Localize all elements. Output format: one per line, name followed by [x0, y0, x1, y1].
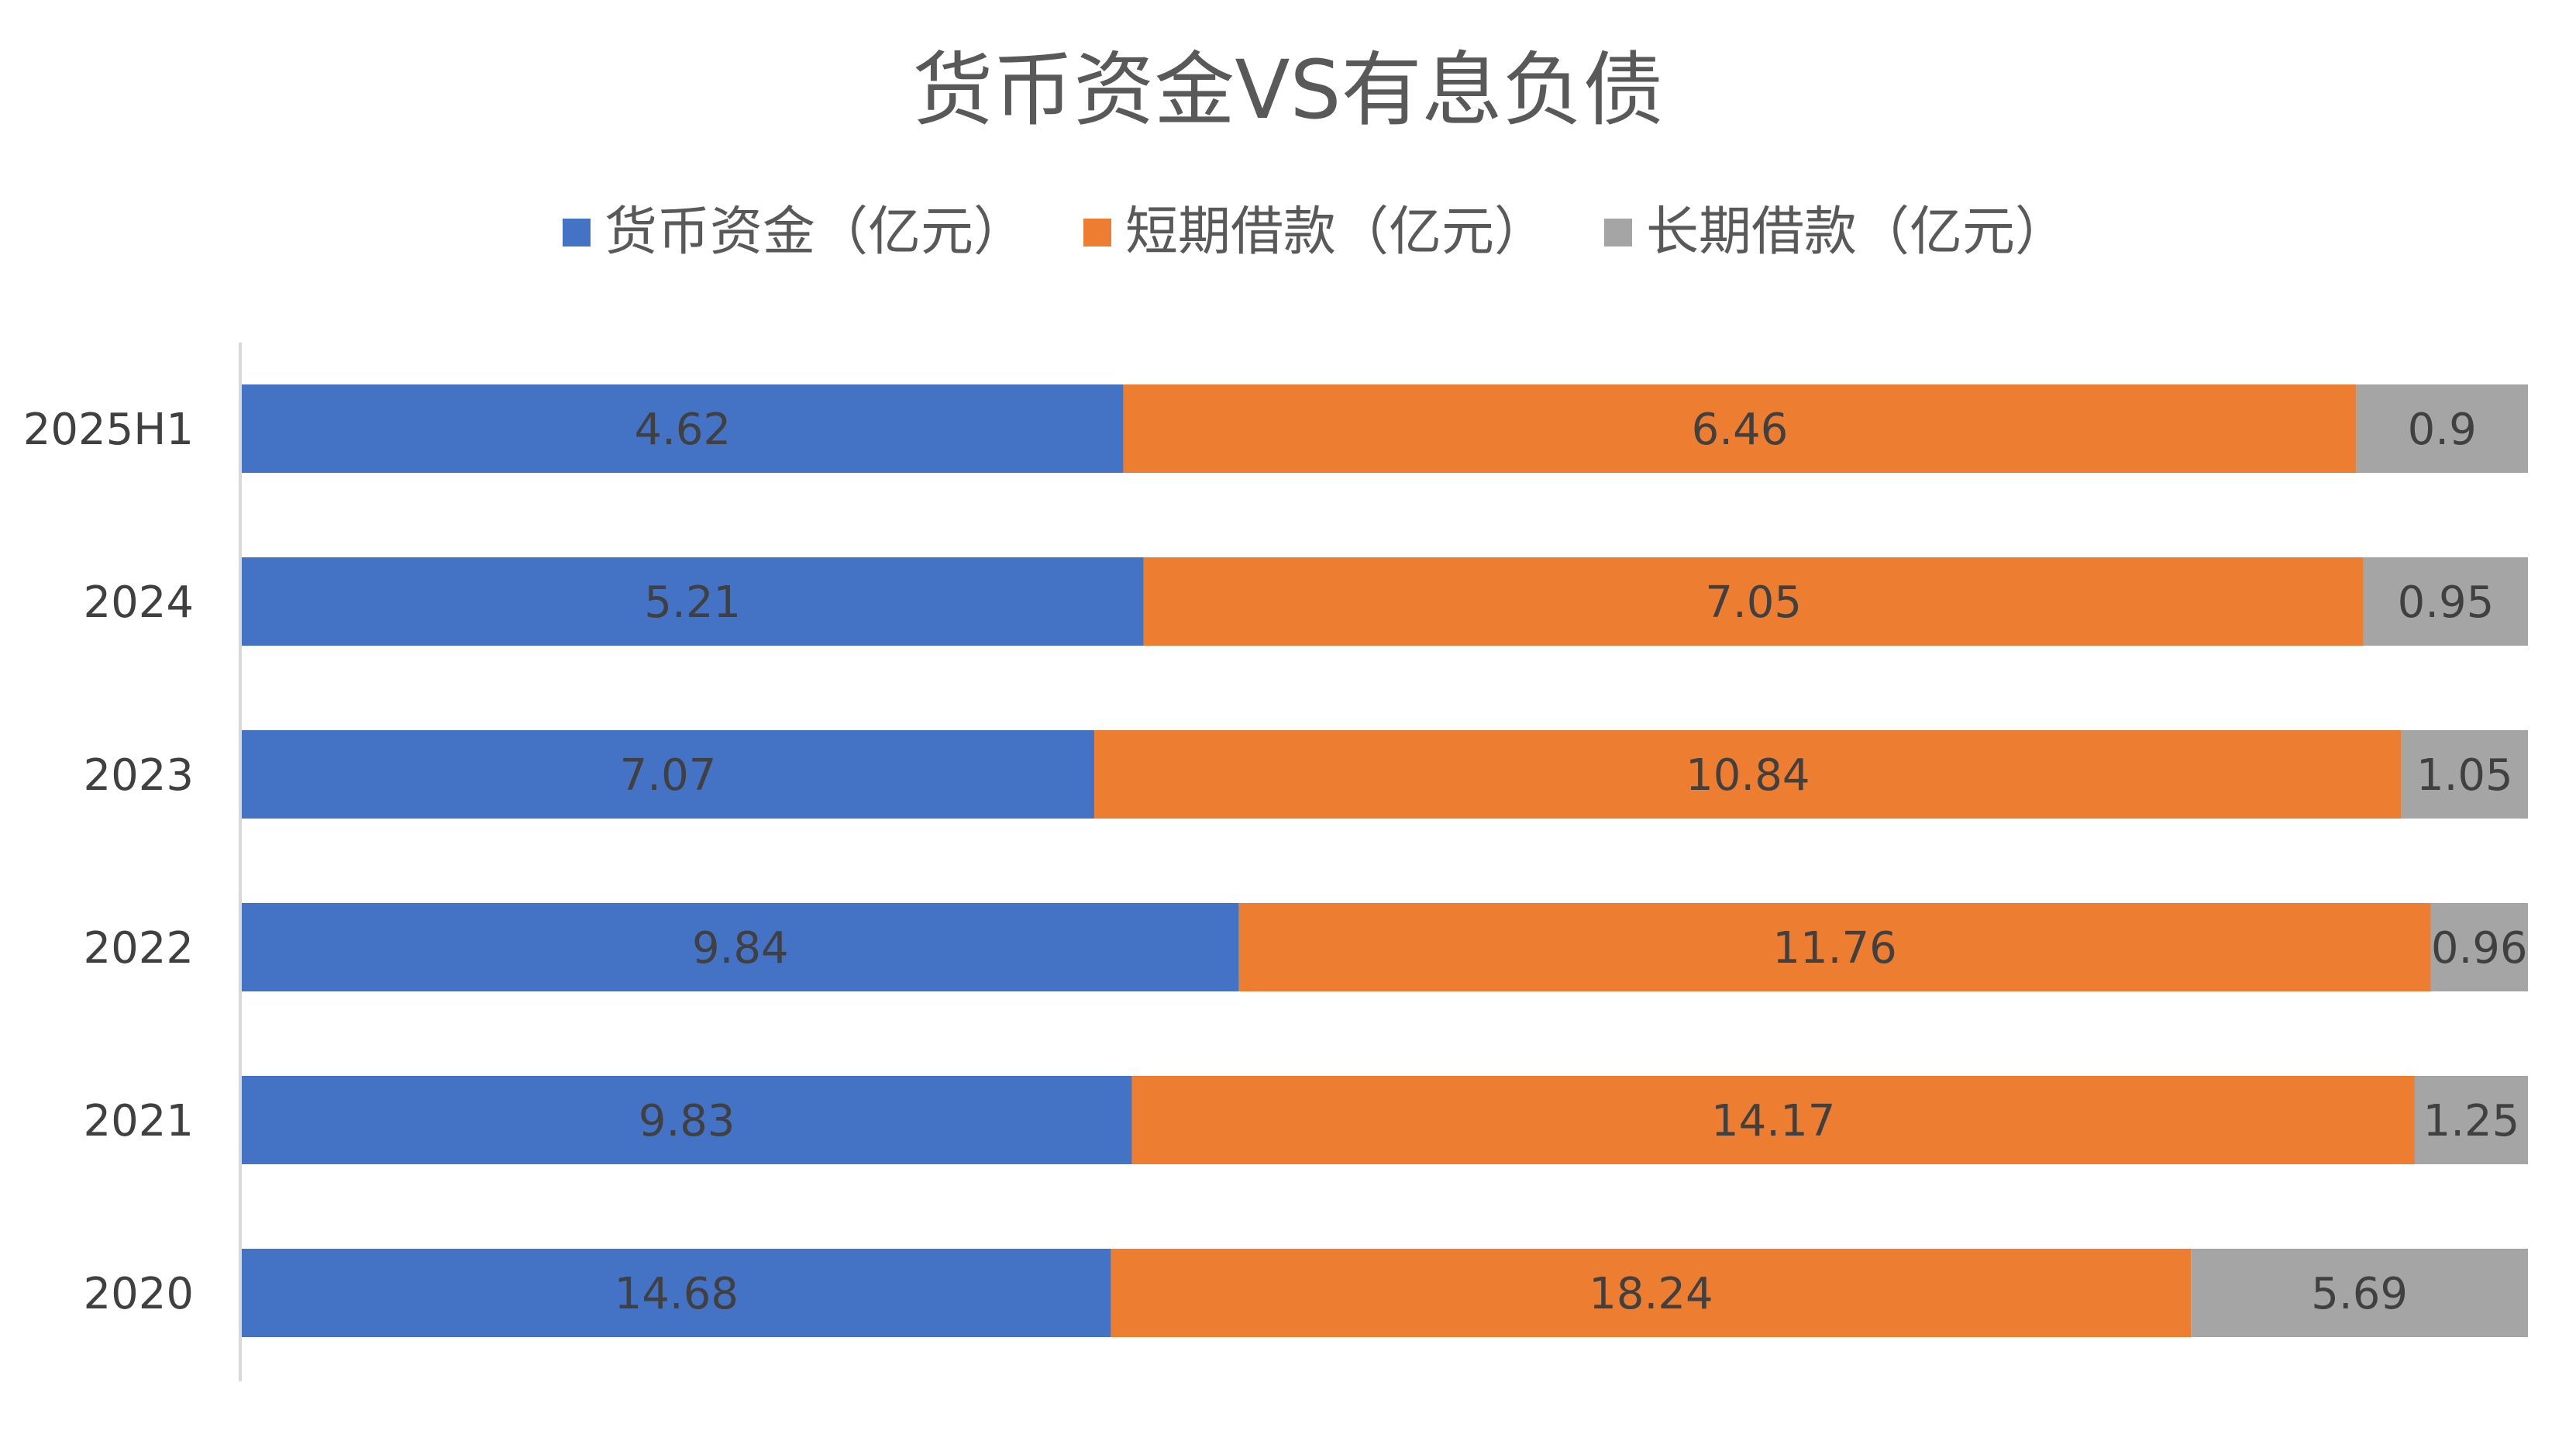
bar-segment-long-term-loan [2401, 730, 2528, 819]
y-tick-label: 2024 [83, 577, 194, 628]
bar-segment-cash [242, 903, 1239, 991]
legend-label-long-term-loan: 长期借款（亿元） [1646, 202, 2068, 263]
data-label-short-term-loan: 14.17 [1711, 1096, 1835, 1146]
bar-segment-cash [242, 730, 1095, 819]
data-label-long-term-loan: 0.96 [2431, 923, 2528, 974]
bar-segment-short-term-loan [1131, 1076, 2415, 1164]
data-label-long-term-loan: 0.95 [2398, 577, 2495, 628]
y-tick-label: 2021 [83, 1096, 194, 1146]
data-label-cash: 14.68 [615, 1269, 739, 1319]
bar-segment-cash [242, 1076, 1132, 1164]
bars-layer [242, 384, 2528, 1337]
data-label-cash: 9.83 [639, 1096, 735, 1146]
bar-segment-cash [242, 384, 1124, 473]
legend-swatch-short-term-loan [1083, 219, 1111, 246]
legend-swatch-cash [563, 219, 591, 246]
legend-label-cash: 货币资金（亿元） [604, 202, 1026, 263]
data-label-cash: 5.21 [644, 577, 741, 628]
data-label-cash: 7.07 [620, 750, 717, 801]
bar-segment-short-term-loan [1238, 903, 2431, 991]
y-tick-label: 2023 [83, 750, 194, 801]
legend-item: 长期借款（亿元） [1604, 202, 2068, 263]
y-tick-label: 2025H1 [23, 405, 194, 455]
data-label-short-term-loan: 7.05 [1705, 577, 1802, 628]
data-label-cash: 4.62 [634, 405, 731, 455]
data-label-short-term-loan: 6.46 [1692, 405, 1789, 455]
bar-segment-short-term-loan [1111, 1249, 2192, 1337]
bar-segment-cash [242, 557, 1144, 646]
bar-segment-long-term-loan [2430, 903, 2528, 991]
data-label-short-term-loan: 18.24 [1589, 1269, 1713, 1319]
bar-segment-long-term-loan [2191, 1249, 2528, 1337]
bar-segment-long-term-loan [2356, 384, 2528, 473]
data-label-long-term-loan: 5.69 [2311, 1269, 2408, 1319]
data-label-long-term-loan: 0.9 [2408, 405, 2477, 455]
bar-segment-cash [242, 1249, 1111, 1337]
data-label-cash: 9.84 [692, 923, 789, 974]
y-tick-label: 2020 [83, 1269, 194, 1319]
legend-swatch-long-term-loan [1604, 219, 1632, 246]
bar-segment-short-term-loan [1143, 557, 2364, 646]
bar-segment-short-term-loan [1123, 384, 2357, 473]
data-label-long-term-loan: 1.05 [2416, 750, 2513, 801]
legend-label-short-term-loan: 短期借款（亿元） [1125, 202, 1547, 263]
chart-title: 货币资金VS有息负债 [912, 43, 1663, 137]
bar-segment-short-term-loan [1094, 730, 2402, 819]
data-label-long-term-loan: 1.25 [2423, 1096, 2520, 1146]
legend-item: 短期借款（亿元） [1083, 202, 1547, 263]
y-tick-label: 2022 [83, 923, 194, 974]
y-axis-ticks: 2025H1 2024 2023 2022 2021 2020 [23, 405, 194, 1319]
bar-segment-long-term-loan [2363, 557, 2528, 646]
data-label-short-term-loan: 11.76 [1772, 923, 1896, 974]
legend: 货币资金（亿元） 短期借款（亿元） 长期借款（亿元） [563, 202, 2068, 263]
data-labels-layer: 4.62 6.46 0.9 5.21 7.05 0.95 7.07 10.84 1.05 9.84… [615, 405, 2528, 1319]
data-label-short-term-loan: 10.84 [1686, 750, 1810, 801]
bar-segment-long-term-loan [2414, 1076, 2528, 1164]
legend-item: 货币资金（亿元） [563, 202, 1026, 263]
